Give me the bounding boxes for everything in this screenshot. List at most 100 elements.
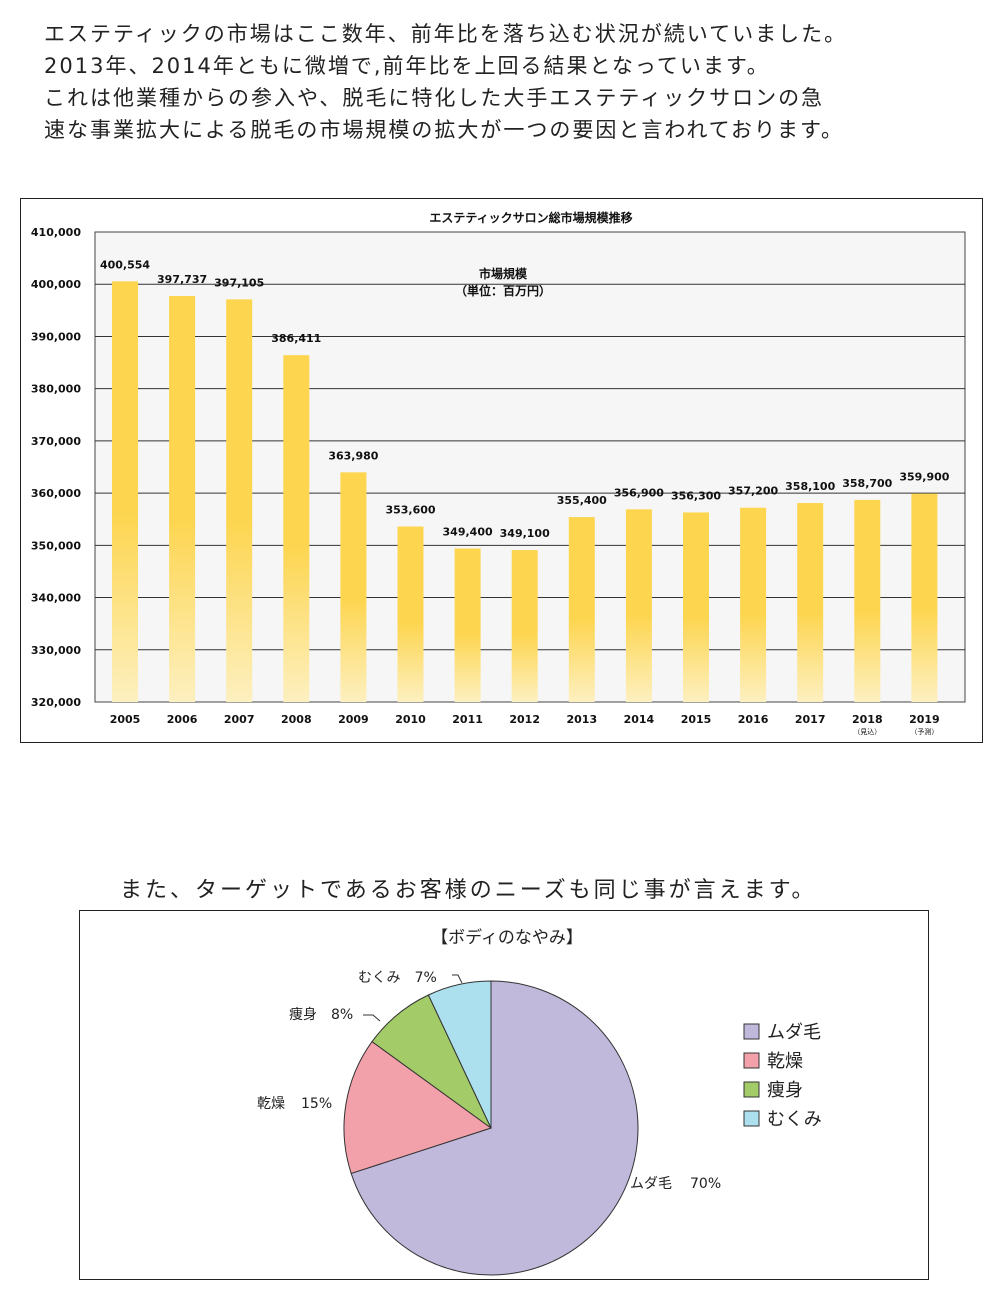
pie-labels: ムダ毛 70% 乾燥 15% 痩身 8% むくみ 7% [257, 970, 721, 1192]
bar-value-label: 400,554 [100, 258, 150, 271]
pie-slice [427, 980, 492, 1129]
legend-label: 痩身 [767, 1080, 803, 1101]
legend-swatch [743, 1023, 760, 1040]
pie-slices [343, 980, 639, 1276]
bar-value-label: 386,411 [271, 332, 321, 345]
bars [112, 281, 938, 702]
bar-value-label: 356,300 [671, 489, 721, 502]
bar-value-label: 363,980 [328, 449, 378, 462]
x-tick-label: 2017 [795, 713, 826, 726]
y-tick-label: 320,000 [31, 696, 81, 709]
intro-text: エステティックの市場はここ数年、前年比を落ち込む状況が続いていました。 2013… [44, 18, 984, 146]
legend-swatch [743, 1081, 760, 1098]
pie-slice [350, 980, 639, 1276]
leader-line [452, 974, 463, 984]
x-tick-label: 2005 [110, 713, 141, 726]
bar [568, 517, 595, 702]
bar-chart-annotation: 市場規模 [479, 266, 528, 281]
y-tick-label: 410,000 [31, 226, 81, 239]
y-tick-label: 380,000 [31, 383, 81, 396]
bar [911, 493, 938, 702]
y-tick-label: 370,000 [31, 435, 81, 448]
bar [226, 299, 253, 702]
bar-value-label: 349,100 [500, 527, 550, 540]
x-tick-note: （予測） [910, 727, 938, 736]
y-axis: 320,000 330,000 340,000 350,000 360,000 370,0… [31, 226, 81, 709]
leader-line [363, 1014, 381, 1022]
bar [683, 512, 709, 702]
pie-slice-label: むくみ 7% [358, 970, 437, 986]
bar-value-label: 355,400 [557, 494, 607, 507]
y-tick-label: 400,000 [31, 278, 81, 291]
pie-slice-percent: 15% [301, 1096, 332, 1112]
bar [397, 526, 424, 702]
bar [625, 509, 652, 702]
x-tick-label: 2006 [167, 713, 198, 726]
pie-slice-name: むくみ [358, 970, 401, 986]
bar-value-label: 353,600 [385, 504, 435, 517]
bar [740, 507, 767, 702]
x-tick-label: 2009 [338, 713, 369, 726]
value-labels: 400,554 397,737 397,105 386,411 363,980 353,6… [100, 258, 950, 540]
pie-slice-name: 乾燥 [257, 1096, 285, 1112]
bar-chart-frame: エステティックサロン総市場規模推移 市場規模 （単位：百万円） 320,000 3… [20, 198, 983, 743]
pie-slice-percent: 8% [331, 1007, 353, 1023]
bar [283, 355, 310, 702]
x-tick-label: 2015 [681, 713, 712, 726]
intro-line: 2013年、2014年ともに微増で,前年比を上回る結果となっています。 [44, 54, 770, 78]
x-tick-label: 2011 [452, 713, 483, 726]
pie-slice-percent: 7% [415, 970, 437, 986]
bar-value-label: 358,700 [842, 477, 892, 490]
pie-slice-label: ムダ毛 70% [630, 1176, 721, 1192]
legend-label: ムダ毛 [767, 1022, 821, 1043]
bar [511, 550, 538, 702]
bar-value-label: 397,737 [157, 273, 207, 286]
legend-swatch [743, 1110, 760, 1127]
x-tick-label: 2008 [281, 713, 312, 726]
bar-value-label: 357,200 [728, 485, 778, 498]
caption-text: また、ターゲットであるお客様のニーズも同じ事が言えます。 [120, 878, 817, 903]
bar-value-label: 356,900 [614, 486, 664, 499]
legend-label: むくみ [767, 1109, 822, 1130]
bar [112, 281, 138, 702]
bar-value-label: 397,105 [214, 276, 264, 289]
x-tick-note: （見込） [853, 727, 881, 736]
x-tick-label: 2019 [909, 713, 940, 726]
pie-chart-title: 【ボディのなやみ】 [431, 927, 583, 948]
legend-label: 乾燥 [767, 1051, 803, 1072]
bar [340, 472, 367, 702]
bar [854, 499, 881, 702]
pie-slice-percent: 70% [690, 1176, 721, 1192]
pie-slice-name: ムダ毛 [630, 1176, 672, 1192]
intro-line: エステティックの市場はここ数年、前年比を落ち込む状況が続いていました。 [44, 22, 848, 46]
intro-line: 速な事業拡大による脱毛の市場規模の拡大が一つの要因と言われております。 [44, 118, 844, 142]
bar-value-label: 349,400 [443, 525, 493, 538]
bar-value-label: 358,100 [785, 480, 835, 493]
pie-chart-frame: 【ボディのなやみ】 ムダ毛 70% 乾燥 15% 痩身 8% むくみ 7% ムダ毛 乾燥 痩身 むく… [79, 910, 929, 1280]
y-tick-label: 390,000 [31, 330, 81, 343]
pie-slice-name: 痩身 [289, 1006, 317, 1023]
y-tick-label: 360,000 [31, 487, 81, 500]
pie-slice-label: 痩身 8% [289, 1006, 353, 1023]
x-tick-label: 2018 [852, 713, 883, 726]
legend-swatch [743, 1052, 760, 1069]
x-tick-label: 2013 [566, 713, 597, 726]
bar [454, 548, 481, 702]
x-tick-label: 2007 [224, 713, 255, 726]
bar [169, 296, 196, 702]
y-tick-label: 340,000 [31, 592, 81, 605]
y-tick-label: 330,000 [31, 644, 81, 657]
bar-chart: エステティックサロン総市場規模推移 市場規模 （単位：百万円） 320,000 3… [31, 210, 966, 736]
bar-chart-title: エステティックサロン総市場規模推移 [429, 210, 632, 225]
x-axis: 2005 2006 2007 2008 2009 2010 2011 2012 2013 2014… [110, 713, 940, 736]
intro-line: これは他業種からの参入や、脱毛に特化した大手エステティックサロンの急 [44, 86, 825, 110]
x-tick-label: 2014 [624, 713, 655, 726]
x-tick-label: 2012 [509, 713, 540, 726]
pie-slice [343, 1040, 493, 1175]
pie-chart: 【ボディのなやみ】 ムダ毛 70%乾燥 15%痩身 8%むくみ 7% ムダ毛乾燥痩身むく… [257, 927, 822, 1276]
bar-chart-annotation: （単位：百万円） [455, 283, 551, 298]
bar [797, 503, 824, 702]
x-tick-label: 2010 [395, 713, 426, 726]
x-tick-label: 2016 [738, 713, 769, 726]
